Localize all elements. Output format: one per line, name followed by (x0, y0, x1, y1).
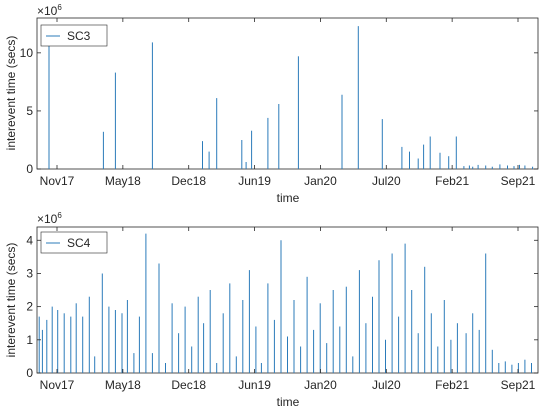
y-ticks-sc4: 0 1 2 3 4 (26, 233, 538, 380)
x-tick-label: Jun19 (238, 378, 271, 392)
x-tick-label: Jan20 (304, 378, 337, 392)
x-tick-label: Nov17 (40, 378, 75, 392)
y-tick-label: 3 (26, 266, 33, 280)
x-tick-label: Jan20 (304, 174, 337, 188)
chart-sc3: 0 5 10 Nov17 May18 Dec18 Jun19 Jan20 Jul20 Feb21… (4, 3, 539, 205)
y-tick-label: 0 (26, 366, 33, 380)
x-tick-label: May18 (105, 174, 141, 188)
bars-sc3 (48, 26, 534, 169)
chart-sc4: 0 1 2 3 4 Nov17 May18 Dec18 Jun19 Jan20 Jul20 Feb2… (4, 211, 539, 409)
legend-box (40, 231, 108, 254)
x-axis-label: time (277, 395, 300, 409)
exponent-label: ×106 (37, 3, 62, 18)
x-tick-label: Jul20 (372, 174, 401, 188)
x-tick-label: May18 (105, 378, 141, 392)
x-tick-label: Jul20 (372, 378, 401, 392)
y-tick-label: 10 (20, 46, 34, 60)
legend: SC4 (40, 231, 108, 254)
x-tick-label: Sep21 (501, 378, 536, 392)
y-tick-label: 2 (26, 300, 33, 314)
x-ticks-sc3: Nov17 May18 Dec18 Jun19 Jan20 Jul20 Feb21 Sep21 (40, 18, 536, 188)
x-axis-label: time (277, 191, 300, 205)
exponent-label: ×106 (37, 211, 62, 226)
x-tick-label: Jun19 (238, 174, 271, 188)
x-ticks-sc4: Nov17 May18 Dec18 Jun19 Jan20 Jul20 Feb21 Sep21 (40, 227, 536, 392)
y-axis-label: interevent time (secs) (4, 36, 18, 151)
legend-box (40, 24, 108, 47)
plot-area (36, 17, 539, 170)
x-tick-label: Dec18 (171, 174, 206, 188)
y-ticks-sc3: 0 5 10 (20, 46, 538, 176)
bars-sc4 (38, 233, 532, 373)
legend-label: SC4 (67, 236, 91, 250)
legend-label: SC3 (67, 29, 91, 43)
y-tick-label: 4 (26, 233, 33, 247)
y-tick-label: 1 (26, 333, 33, 347)
legend: SC3 (40, 24, 108, 47)
y-axis-label: interevent time (secs) (4, 243, 18, 358)
y-tick-label: 0 (26, 162, 33, 176)
x-tick-label: Nov17 (40, 174, 75, 188)
x-tick-label: Dec18 (171, 378, 206, 392)
x-tick-label: Sep21 (501, 174, 536, 188)
x-tick-label: Feb21 (435, 378, 469, 392)
x-tick-label: Feb21 (435, 174, 469, 188)
y-tick-label: 5 (26, 104, 33, 118)
